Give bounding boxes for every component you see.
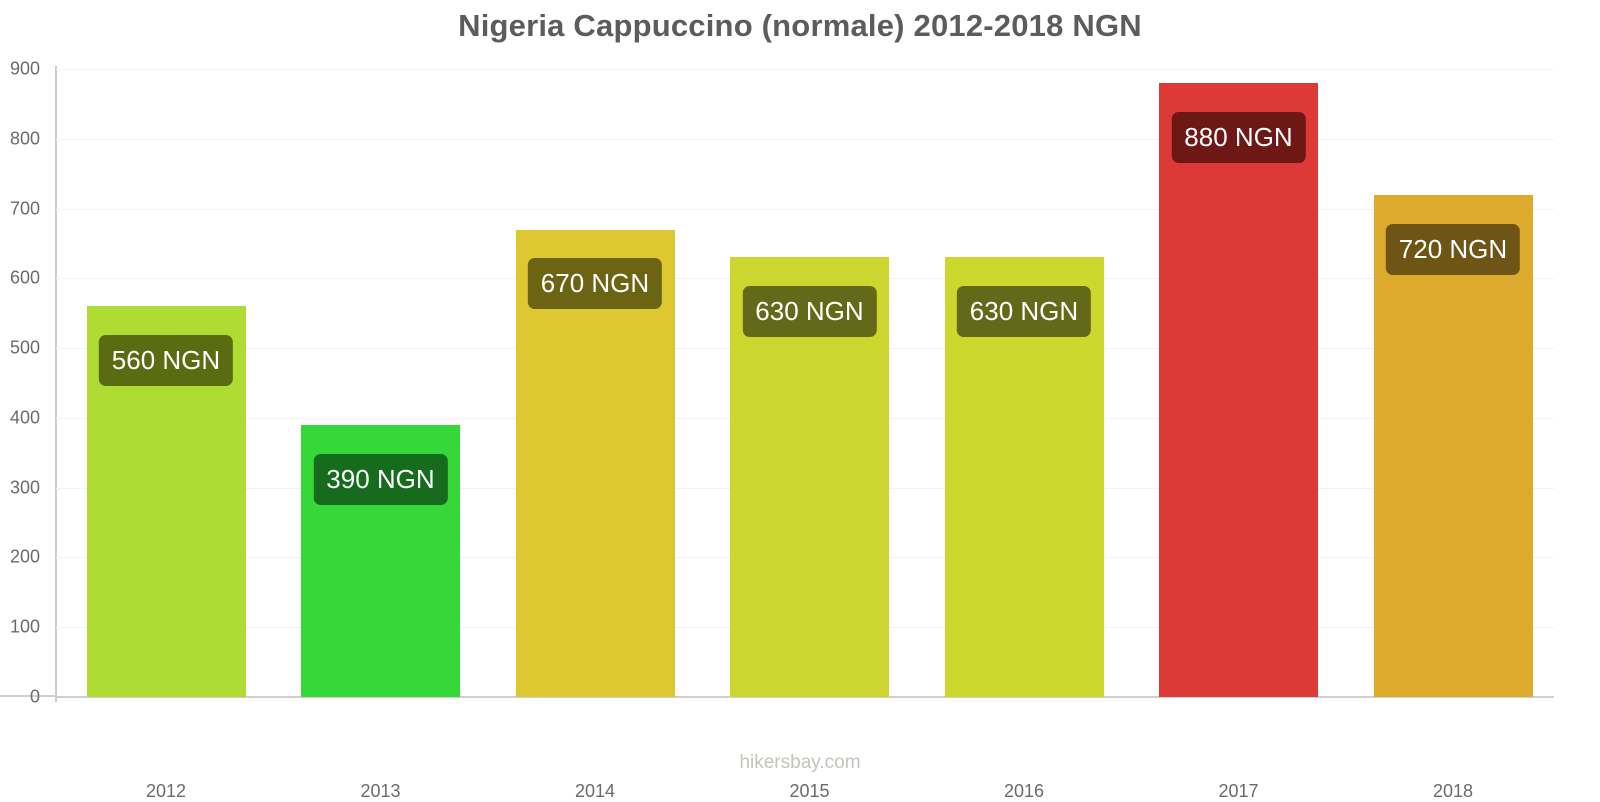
bar-value-label-2015: 630 NGN — [742, 286, 877, 338]
x-axis-tick-label-2013: 2013 — [360, 781, 401, 801]
gridline — [56, 138, 1554, 140]
bar-value-label-2018: 720 NGN — [1385, 223, 1521, 275]
y-axis-tick-label: 0 — [29, 686, 40, 707]
x-axis-line — [0, 695, 56, 697]
plot-area: 0 100 200 300 400 500 600 700 800 900 560 NGN 2012 3… — [10, 59, 1554, 801]
gridline — [56, 208, 1554, 210]
y-axis-tick-label: 900 — [9, 58, 40, 79]
bar-value-label-2012: 560 NGN — [98, 335, 234, 387]
gridline — [56, 69, 1554, 70]
bar-value-label-2014: 670 NGN — [527, 258, 663, 310]
gridline — [56, 696, 1554, 698]
bar-2018[interactable] — [1373, 194, 1533, 697]
x-axis-tick-label-2012: 2012 — [145, 781, 187, 801]
x-axis-tick-label-2017: 2017 — [1218, 781, 1259, 801]
y-axis-tick-label: 100 — [9, 616, 40, 637]
bar-2017[interactable] — [1159, 82, 1318, 697]
y-axis-tick-label: 400 — [9, 407, 40, 428]
y-axis-tick-label: 800 — [9, 128, 40, 149]
y-axis-tick-label: 200 — [9, 546, 40, 567]
chart-title: Nigeria Cappuccino (normale) 2012-2018 N… — [458, 8, 1142, 43]
y-axis-tick-label: 300 — [9, 477, 40, 498]
y-axis-line — [55, 66, 57, 702]
bar-value-label-2017: 880 NGN — [1171, 111, 1306, 163]
bar-value-label-2013: 390 NGN — [313, 453, 448, 505]
x-axis-tick-label-2018: 2018 — [1432, 781, 1474, 801]
footer-credit: hikersbay.com — [739, 752, 861, 773]
x-axis-tick-label-2016: 2016 — [1003, 781, 1045, 801]
y-axis-tick-label: 600 — [9, 267, 40, 288]
x-axis-tick-label-2014: 2014 — [574, 781, 616, 801]
bar-value-label-2016: 630 NGN — [956, 286, 1092, 338]
y-axis-tick-label: 500 — [9, 337, 40, 358]
y-axis-tick-label: 700 — [9, 198, 40, 219]
x-axis-tick-label-2015: 2015 — [789, 781, 830, 801]
